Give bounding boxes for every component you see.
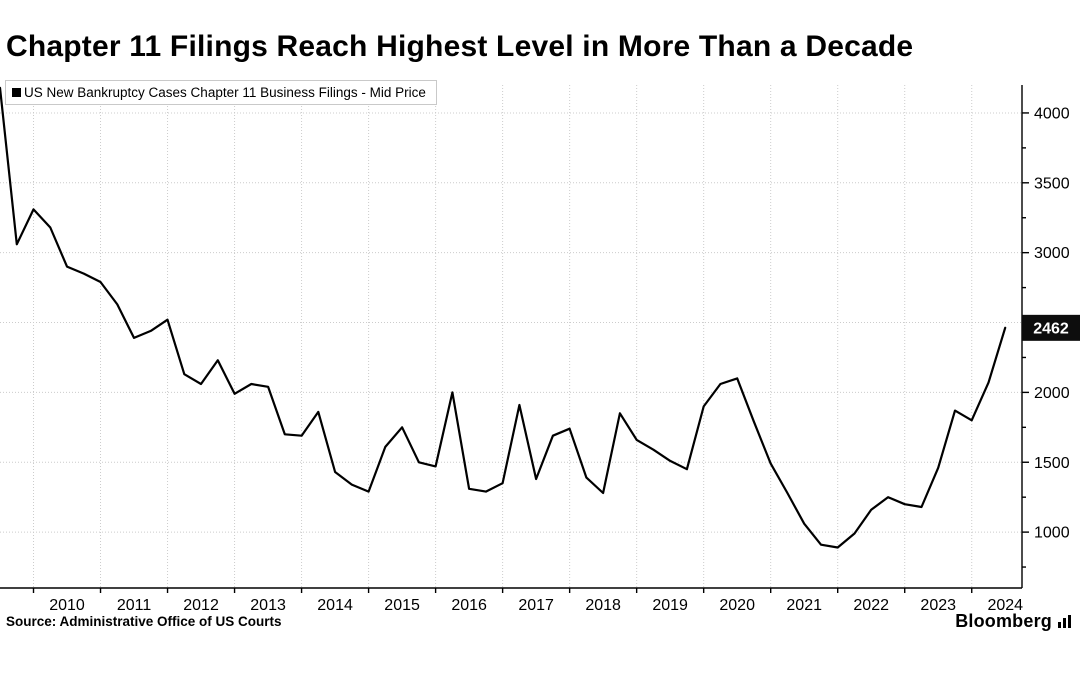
svg-text:2020: 2020	[719, 597, 755, 614]
source-note: Source: Administrative Office of US Cour…	[6, 614, 282, 629]
brand-name: Bloomberg	[955, 611, 1052, 631]
svg-text:2012: 2012	[183, 597, 219, 614]
svg-text:3000: 3000	[1034, 245, 1070, 262]
svg-text:2011: 2011	[117, 597, 152, 614]
legend-label: US New Bankruptcy Cases Chapter 11 Busin…	[24, 85, 426, 100]
svg-text:2462: 2462	[1033, 320, 1069, 337]
svg-text:2023: 2023	[920, 597, 956, 614]
svg-text:1000: 1000	[1034, 525, 1070, 542]
svg-text:2016: 2016	[451, 597, 487, 614]
svg-text:1500: 1500	[1034, 455, 1070, 472]
last-value-badge: 2462	[1022, 314, 1080, 341]
page-title: Chapter 11 Filings Reach Highest Level i…	[6, 30, 914, 63]
bar-chart-logo-icon	[1058, 615, 1071, 628]
svg-text:2014: 2014	[317, 597, 353, 614]
svg-text:2015: 2015	[384, 597, 420, 614]
x-axis-labels: 2010 2011 2012 2013 2014 2015 2016 2017 2018 2019…	[49, 597, 1023, 614]
svg-text:2022: 2022	[853, 597, 889, 614]
line-chart-canvas: 1000150020002500300035004000201020112012…	[0, 85, 1080, 614]
legend-swatch-icon	[12, 88, 21, 97]
svg-text:2010: 2010	[49, 597, 85, 614]
series-line	[0, 86, 1007, 549]
svg-text:2013: 2013	[250, 597, 286, 614]
svg-text:2000: 2000	[1034, 385, 1070, 402]
svg-text:2019: 2019	[652, 597, 688, 614]
svg-text:2024: 2024	[987, 597, 1023, 614]
svg-text:2017: 2017	[518, 597, 554, 614]
brand-mark: Bloomberg	[955, 611, 1072, 632]
svg-text:4000: 4000	[1034, 105, 1070, 122]
svg-text:2018: 2018	[585, 597, 621, 614]
chart-legend: US New Bankruptcy Cases Chapter 11 Busin…	[5, 80, 437, 105]
axes	[0, 85, 1029, 593]
gridlines	[0, 85, 1022, 588]
svg-text:3500: 3500	[1034, 175, 1070, 192]
svg-text:2021: 2021	[786, 597, 822, 614]
